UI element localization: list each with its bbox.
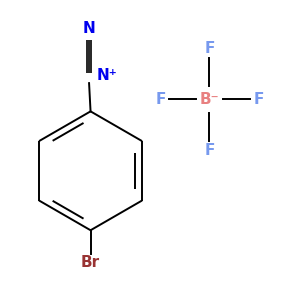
Text: F: F: [204, 41, 214, 56]
Text: F: F: [204, 142, 214, 158]
Text: Br: Br: [81, 255, 100, 270]
Text: F: F: [253, 92, 264, 107]
Text: B⁻: B⁻: [200, 92, 219, 107]
Text: N⁺: N⁺: [97, 68, 117, 83]
Text: N: N: [83, 22, 95, 37]
Text: F: F: [155, 92, 166, 107]
